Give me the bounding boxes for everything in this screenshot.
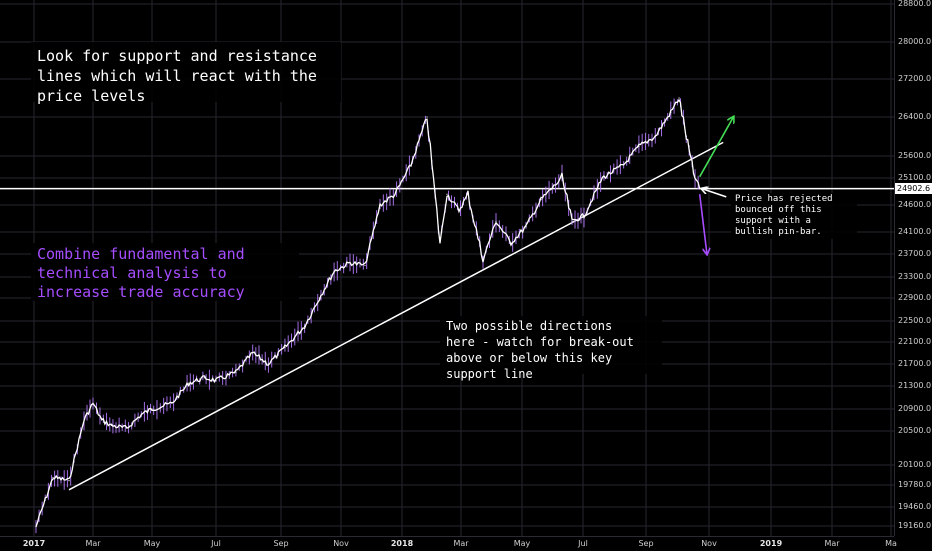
price-point	[571, 220, 573, 222]
current-price-tag: 24902.6	[895, 183, 932, 195]
price-tick-label: 21300.0	[898, 381, 932, 390]
price-point	[101, 419, 103, 421]
price-tick-label: 20900.0	[898, 404, 932, 413]
price-point	[583, 215, 585, 217]
trend-line	[68, 141, 724, 491]
price-point	[601, 177, 603, 179]
price-tick-label: 28000.0	[898, 37, 932, 46]
price-tick-label: 24100.0	[898, 227, 932, 236]
price-point	[426, 116, 428, 118]
price-point	[699, 188, 701, 190]
price-tick-label: 22900.0	[898, 293, 932, 302]
pin-bar-note: Price has rejected bounced off this supp…	[731, 193, 857, 239]
price-tick-label: 22500.0	[898, 316, 932, 325]
price-tick-label: 25600.0	[898, 151, 932, 160]
time-tick-label: Jul	[578, 539, 588, 548]
price-point	[318, 297, 320, 299]
time-tick-label: Nov	[701, 539, 717, 548]
price-point	[252, 352, 254, 354]
price-tick-label: 19460.0	[898, 502, 932, 511]
time-tick-label: May	[143, 539, 161, 548]
price-tick-label: 28800.0	[898, 0, 932, 8]
price-point	[525, 226, 527, 228]
price-point	[540, 199, 542, 201]
time-tick-label: Mar	[85, 539, 101, 548]
price-point	[52, 476, 54, 479]
time-axis[interactable]: 2017 Mar May Jul Sep Nov 2018 Mar May Jul Sep Nov 20…	[0, 536, 897, 551]
price-point	[561, 177, 563, 179]
price-point	[349, 262, 351, 264]
price-point	[394, 193, 396, 195]
price-point	[495, 220, 497, 222]
price-series-line	[35, 98, 701, 527]
time-tick-label: Mar	[453, 539, 469, 548]
price-tick-label: 23700.0	[898, 249, 932, 258]
price-point	[83, 419, 85, 421]
time-tick-label: 2018	[390, 539, 414, 548]
price-point	[654, 135, 656, 138]
time-tick-label: Ma	[885, 539, 897, 548]
price-tick-label: 19780.0	[898, 480, 932, 489]
price-point	[267, 363, 270, 365]
time-tick-label: 2019	[759, 539, 783, 548]
time-tick-label: Sep	[638, 539, 654, 548]
price-point	[670, 111, 672, 113]
price-axis[interactable]: 28800.0 28000.0 27200.0 26400.0 25600.0 25100…	[894, 0, 932, 536]
price-point	[482, 259, 484, 261]
time-tick-label: May	[513, 539, 531, 548]
price-tick-label: 22100.0	[898, 337, 932, 346]
price-point	[215, 379, 217, 382]
price-point	[140, 413, 142, 416]
time-tick-label: Mar	[824, 539, 840, 548]
price-tick-label: 23300.0	[898, 272, 932, 281]
time-tick-label: 2017	[22, 539, 46, 548]
fundamental-analysis-note: Combine fundamental and technical analys…	[31, 243, 299, 301]
price-point	[379, 204, 381, 206]
price-point	[678, 97, 680, 99]
price-point	[446, 193, 448, 195]
price-tick-label: 25100.0	[898, 173, 932, 182]
price-point	[333, 270, 335, 272]
price-point	[410, 164, 412, 166]
price-point	[364, 264, 366, 267]
price-point	[171, 402, 173, 404]
price-point	[685, 135, 687, 138]
price-point	[110, 424, 112, 427]
price-tick-label: 26400.0	[898, 112, 932, 121]
bearish-arrow	[698, 194, 707, 254]
price-point	[92, 402, 94, 404]
price-point	[510, 242, 512, 244]
price-tick-label: 24600.0	[898, 200, 932, 209]
price-point	[188, 382, 190, 384]
pointer-arrow	[702, 189, 727, 198]
price-point	[458, 209, 460, 211]
bullish-arrow	[699, 117, 734, 178]
price-tick-label: 20100.0	[898, 460, 932, 469]
price-point	[35, 526, 37, 528]
support-resistance-note: Look for support and resistance lines wh…	[31, 42, 341, 105]
price-point	[692, 173, 695, 175]
two-directions-note: Two possible directions here - watch for…	[440, 316, 662, 381]
price-point	[638, 145, 640, 147]
price-point	[623, 164, 625, 166]
price-point	[151, 408, 153, 410]
time-tick-label: Nov	[333, 539, 349, 548]
price-point	[126, 427, 128, 429]
price-tick-label: 19160.0	[898, 521, 932, 530]
price-tick-label: 21700.0	[898, 359, 932, 368]
price-tick-label: 27200.0	[898, 74, 932, 83]
time-tick-label: Sep	[273, 539, 289, 548]
price-tick-label: 20500.0	[898, 426, 932, 435]
price-point	[68, 480, 70, 482]
price-point	[203, 377, 206, 379]
price-point	[284, 346, 286, 349]
price-point	[304, 325, 306, 327]
price-point	[439, 242, 441, 244]
time-tick-label: Jul	[211, 539, 221, 548]
price-point	[235, 371, 237, 373]
price-point	[467, 193, 469, 195]
